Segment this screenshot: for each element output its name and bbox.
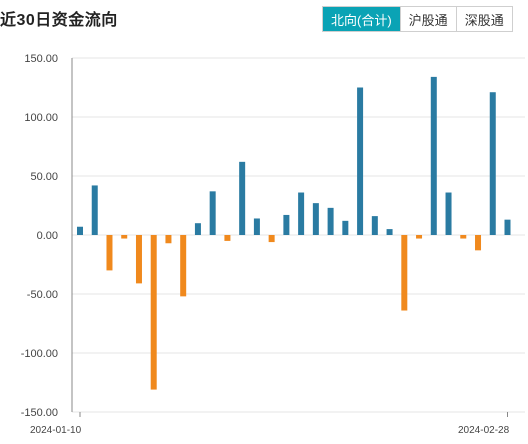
bar <box>239 161 246 235</box>
y-tick-label: 0.00 <box>37 230 58 242</box>
bar <box>91 185 98 235</box>
bar <box>77 226 83 235</box>
x-tick-label-end: 2024-02-28 <box>458 425 510 436</box>
bar <box>283 214 290 235</box>
y-tick-label: 150.00 <box>24 53 58 65</box>
bar <box>489 92 496 235</box>
bar <box>224 235 231 241</box>
page-title: 近30日资金流向 <box>0 12 118 29</box>
bar <box>194 223 201 235</box>
y-tick-label: -150.00 <box>21 407 58 419</box>
bar <box>504 219 511 235</box>
x-tick-label-start: 2024-01-10 <box>30 425 82 436</box>
bar <box>165 235 172 244</box>
bar <box>121 235 128 239</box>
bar <box>445 192 452 235</box>
bar <box>460 235 467 239</box>
bar <box>401 235 408 311</box>
y-tick-label: -50.00 <box>27 289 58 301</box>
tab-shenzhen-connect[interactable]: 深股通 <box>455 7 512 31</box>
bar <box>386 229 393 235</box>
y-tick-label: 100.00 <box>24 112 58 124</box>
bar <box>475 235 482 251</box>
bar <box>430 76 437 235</box>
bar <box>298 192 305 235</box>
market-tabs: 北向(合计) 沪股通 深股通 <box>322 6 513 32</box>
tab-shanghai-connect[interactable]: 沪股通 <box>399 7 456 31</box>
bar <box>209 191 216 235</box>
y-tick-label: -100.00 <box>21 348 58 360</box>
bar <box>106 235 113 271</box>
bar <box>416 235 423 239</box>
bar <box>312 203 319 235</box>
bar <box>357 87 364 235</box>
bar <box>342 220 349 235</box>
bar <box>327 207 334 235</box>
y-tick-label: 50.00 <box>30 171 58 183</box>
bar <box>135 235 142 284</box>
bar <box>253 218 260 235</box>
bar <box>268 235 275 243</box>
bar <box>371 216 378 235</box>
bar <box>180 235 187 297</box>
bar <box>150 235 157 390</box>
tab-northbound-total[interactable]: 北向(合计) <box>323 7 400 31</box>
